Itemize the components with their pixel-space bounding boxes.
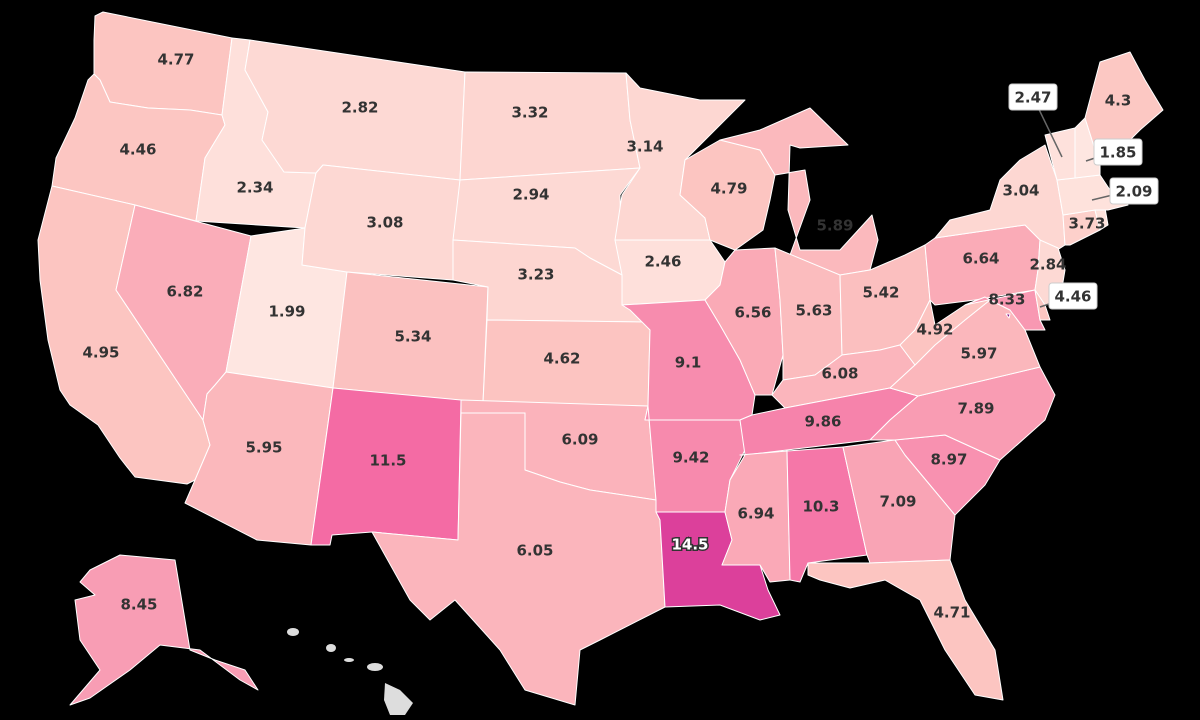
- value-label-ms: 6.94: [737, 505, 774, 523]
- value-label-ri: 2.09: [1115, 183, 1152, 201]
- value-label-la: 14.5: [671, 536, 708, 554]
- value-label-md: 8.33: [988, 291, 1025, 309]
- state-nd[interactable]: [459, 71, 641, 181]
- state-fl[interactable]: [807, 559, 1004, 701]
- value-label-al: 10.3: [802, 498, 839, 516]
- value-label-de: 4.46: [1054, 288, 1091, 306]
- value-labels: 4.77 4.46 4.95 2.34 6.82 1.99 5.95 2.82 3.08 5.34…: [82, 51, 1131, 622]
- callout-box-de: [1048, 282, 1098, 310]
- value-label-mt: 2.82: [341, 99, 378, 117]
- state-de[interactable]: [1034, 289, 1051, 321]
- value-label-or: 4.46: [119, 141, 156, 159]
- value-label-ny: 3.04: [1002, 182, 1039, 200]
- value-label-mn: 3.14: [626, 138, 663, 156]
- value-label-pa: 6.64: [962, 250, 999, 268]
- value-label-id: 2.34: [236, 179, 273, 197]
- value-label-tx: 6.05: [516, 542, 553, 560]
- callout-labels: 4.46 2.09 2.47 1.85: [1008, 83, 1159, 310]
- value-label-sd: 2.94: [512, 186, 549, 204]
- callout-box-nh: [1093, 138, 1143, 166]
- value-label-nh: 1.85: [1099, 144, 1136, 162]
- value-label-tn: 9.86: [804, 413, 841, 431]
- value-label-ne: 3.23: [517, 266, 554, 284]
- value-label-ca: 4.95: [82, 344, 119, 362]
- value-label-sc: 8.97: [930, 451, 967, 469]
- value-label-oh: 5.42: [862, 284, 899, 302]
- value-label-il: 6.56: [734, 304, 771, 322]
- value-label-nm: 11.5: [369, 452, 406, 470]
- value-label-me: 4.3: [1105, 92, 1132, 110]
- value-label-nv: 6.82: [166, 283, 203, 301]
- value-label-ky: 6.08: [821, 365, 858, 383]
- callout-box-vt: [1008, 83, 1058, 111]
- value-label-ct: 3.73: [1068, 215, 1105, 233]
- value-label-ar: 9.42: [672, 449, 709, 467]
- state-hi[interactable]: [287, 628, 413, 715]
- value-label-nj: 2.84: [1029, 256, 1066, 274]
- value-label-vt: 2.47: [1014, 89, 1051, 107]
- value-label-in: 5.63: [795, 302, 832, 320]
- state-nc[interactable]: [869, 366, 1056, 461]
- value-label-wi: 4.79: [710, 180, 747, 198]
- value-label-ks: 4.62: [543, 350, 580, 368]
- value-label-ia: 2.46: [644, 253, 681, 271]
- value-label-ak: 8.45: [120, 596, 157, 614]
- state-shapes: [37, 11, 1164, 715]
- state-ak[interactable]: [69, 554, 259, 706]
- value-label-va: 5.97: [960, 345, 997, 363]
- callout-box-ri: [1109, 177, 1159, 205]
- value-label-ut: 1.99: [268, 303, 305, 321]
- value-label-nd: 3.32: [511, 104, 548, 122]
- state-tx[interactable]: [371, 412, 666, 706]
- value-label-mo: 9.1: [675, 354, 702, 372]
- value-label-ga: 7.09: [879, 493, 916, 511]
- state-ia[interactable]: [614, 239, 726, 306]
- value-label-fl: 4.71: [933, 604, 970, 622]
- state-mi[interactable]: [719, 107, 879, 281]
- value-label-az: 5.95: [245, 439, 282, 457]
- state-ma[interactable]: [1056, 174, 1129, 216]
- value-label-wa: 4.77: [157, 51, 194, 69]
- value-label-wy: 3.08: [366, 214, 403, 232]
- value-label-nc: 7.89: [957, 400, 994, 418]
- value-label-ok: 6.09: [561, 431, 598, 449]
- state-dc[interactable]: [1005, 313, 1011, 319]
- value-label-co: 5.34: [394, 328, 431, 346]
- value-label-wv: 4.92: [916, 321, 953, 339]
- value-label-mi: 5.89: [816, 217, 853, 235]
